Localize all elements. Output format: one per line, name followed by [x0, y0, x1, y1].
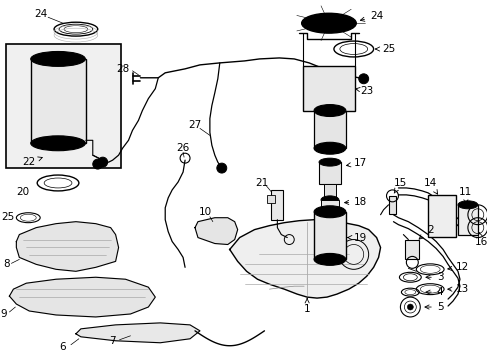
Bar — [457, 205, 477, 235]
Text: 16: 16 — [474, 233, 488, 247]
Polygon shape — [229, 220, 380, 298]
Bar — [6, 44, 121, 168]
Bar — [267, 195, 275, 203]
Bar — [31, 59, 86, 143]
Text: 20: 20 — [17, 187, 30, 197]
Text: 11: 11 — [458, 187, 471, 204]
Text: 8: 8 — [3, 259, 10, 269]
Text: 27: 27 — [188, 120, 201, 130]
Text: 25: 25 — [375, 44, 394, 54]
Ellipse shape — [318, 158, 340, 166]
Ellipse shape — [313, 142, 345, 154]
Ellipse shape — [313, 104, 345, 117]
Text: 21: 21 — [254, 178, 267, 188]
Ellipse shape — [320, 196, 338, 204]
Ellipse shape — [31, 136, 85, 151]
Bar — [324, 184, 335, 198]
Text: 24: 24 — [360, 11, 383, 21]
Text: 6: 6 — [60, 342, 66, 352]
Circle shape — [358, 74, 368, 84]
Text: 22: 22 — [22, 157, 42, 167]
Text: 5: 5 — [424, 302, 443, 312]
Text: 23: 23 — [355, 86, 372, 96]
Ellipse shape — [457, 201, 477, 209]
Text: 19: 19 — [347, 233, 366, 243]
Circle shape — [407, 304, 412, 310]
Polygon shape — [9, 277, 155, 317]
Text: 26: 26 — [176, 143, 189, 153]
Bar — [313, 111, 345, 148]
Text: 18: 18 — [344, 197, 366, 207]
Bar — [320, 200, 338, 210]
Text: 14: 14 — [423, 178, 437, 194]
Text: 17: 17 — [346, 158, 366, 168]
Text: 28: 28 — [116, 64, 129, 74]
Text: 12: 12 — [447, 262, 468, 272]
Text: 13: 13 — [447, 284, 468, 294]
Text: 24: 24 — [35, 9, 48, 19]
Circle shape — [98, 157, 107, 167]
Text: 10: 10 — [198, 207, 211, 217]
Polygon shape — [76, 323, 200, 343]
Circle shape — [216, 163, 226, 173]
Text: 3: 3 — [425, 272, 443, 282]
Ellipse shape — [301, 13, 356, 33]
Text: 7: 7 — [109, 336, 116, 346]
Ellipse shape — [31, 51, 85, 66]
Text: 2: 2 — [418, 225, 433, 239]
Bar — [318, 162, 340, 184]
Bar — [303, 66, 354, 111]
Ellipse shape — [313, 206, 345, 218]
Text: 15: 15 — [393, 178, 406, 193]
Bar — [405, 239, 418, 260]
Bar — [387, 196, 396, 214]
Bar — [427, 195, 455, 237]
Text: 1: 1 — [303, 298, 310, 314]
Polygon shape — [16, 222, 118, 271]
Text: 9: 9 — [0, 309, 7, 319]
Text: 4: 4 — [425, 287, 443, 297]
Polygon shape — [195, 218, 237, 244]
Text: 25: 25 — [1, 212, 14, 222]
Circle shape — [93, 159, 102, 169]
Bar — [313, 212, 345, 260]
Ellipse shape — [313, 253, 345, 265]
Bar — [271, 190, 283, 220]
